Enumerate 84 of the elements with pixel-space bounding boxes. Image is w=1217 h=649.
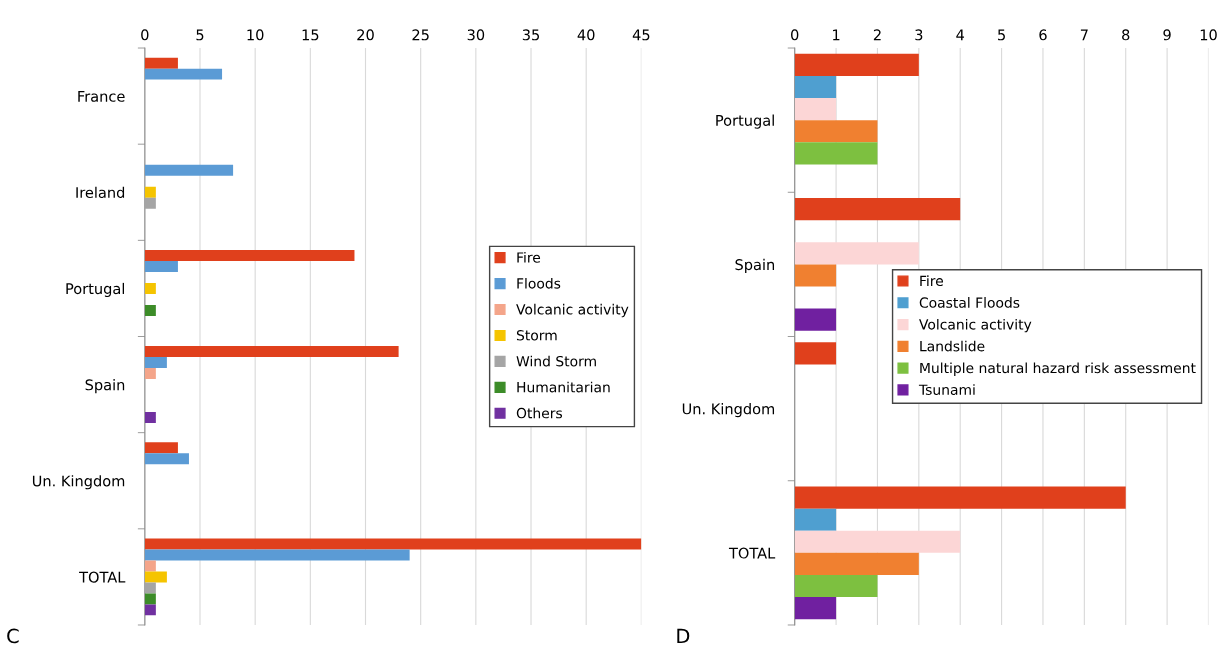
bar — [794, 530, 961, 553]
text: C — [7, 628, 19, 644]
bar — [144, 604, 156, 616]
x-tick-label: 15 — [302, 29, 319, 41]
y-tick-label: TOTAL — [728, 547, 776, 559]
y-tick-label: Ireland — [76, 186, 125, 199]
x-tick-label: 5 — [998, 29, 1005, 41]
bar — [794, 75, 837, 99]
bar — [144, 549, 410, 561]
bar — [794, 308, 837, 331]
bar — [144, 571, 167, 583]
bar — [794, 597, 837, 620]
y-tick-label: France — [78, 91, 125, 102]
y-tick-label: TOTAL — [79, 571, 126, 583]
bar — [144, 249, 355, 261]
bar — [794, 53, 919, 76]
bar — [144, 412, 156, 424]
bar — [144, 442, 178, 454]
x-tick-label: 45 — [632, 29, 650, 41]
x-tick-label: 4 — [956, 29, 965, 41]
x-tick-label: 10 — [247, 29, 264, 41]
legend-label: Volcanic activity — [516, 303, 629, 318]
bar — [144, 346, 399, 358]
bar — [144, 186, 156, 198]
x-tick-label: 0 — [791, 29, 799, 41]
legend-label: Humanitarian — [517, 381, 610, 393]
legend-label: Fire — [920, 275, 943, 287]
bar — [144, 560, 156, 572]
text: D — [677, 628, 690, 644]
bar — [794, 120, 878, 143]
bar — [144, 582, 156, 594]
x-tick-label: 9 — [1163, 29, 1171, 41]
bar — [794, 342, 837, 365]
bar — [794, 264, 837, 287]
bar — [144, 368, 156, 380]
x-tick-label: 25 — [412, 29, 429, 41]
x-tick-label: 5 — [196, 29, 204, 41]
bar — [794, 198, 961, 221]
bar — [794, 508, 837, 531]
bar — [144, 68, 223, 80]
x-tick-label: 1 — [833, 29, 840, 41]
y-tick-label: Spain — [735, 258, 775, 273]
y-tick-label: Spain — [85, 379, 125, 394]
legend-label: Coastal Floods — [919, 297, 1020, 308]
bar — [794, 142, 878, 165]
x-tick-label: 3 — [915, 29, 923, 41]
legend-label: Others — [516, 407, 563, 419]
x-tick-label: 2 — [873, 29, 881, 41]
x-tick-label: 8 — [1122, 29, 1130, 41]
legend-label: Tsunami — [918, 384, 975, 395]
y-tick-label: Portugal — [66, 282, 125, 297]
x-tick-label: 7 — [1080, 29, 1088, 41]
bar — [144, 538, 642, 550]
y-tick-label: Portugal — [716, 114, 774, 129]
bar — [794, 486, 1126, 509]
x-tick-label: 30 — [467, 29, 485, 41]
bar — [144, 357, 167, 369]
bar — [144, 282, 156, 294]
legend-label: Floods — [517, 277, 561, 289]
x-tick-label: 40 — [577, 29, 595, 41]
x-tick-label: 6 — [1039, 29, 1047, 41]
legend-label: Volcanic activity — [919, 318, 1032, 333]
x-tick-label: 10 — [1200, 29, 1217, 41]
bar — [144, 57, 178, 69]
bar — [144, 260, 178, 272]
bar — [794, 552, 919, 575]
y-tick-label: Un. Kingdom — [32, 475, 125, 490]
legend-label: Fire — [517, 251, 541, 263]
bar — [144, 593, 156, 605]
legend-label: Multiple natural hazard risk assessment — [920, 362, 1196, 376]
x-tick-label: 20 — [357, 29, 374, 41]
bar — [794, 242, 919, 265]
bar — [794, 574, 878, 598]
bar — [144, 164, 234, 176]
bar — [144, 197, 156, 209]
bar — [794, 98, 837, 121]
x-tick-label: 35 — [522, 29, 540, 41]
legend-label: Wind Storm — [516, 355, 596, 367]
x-tick-label: 0 — [141, 29, 149, 41]
y-tick-label: Un. Kingdom — [682, 403, 775, 418]
legend-label: Storm — [516, 330, 557, 341]
bar — [144, 304, 156, 316]
legend-label: Landslide — [920, 340, 985, 352]
bar — [144, 453, 189, 465]
